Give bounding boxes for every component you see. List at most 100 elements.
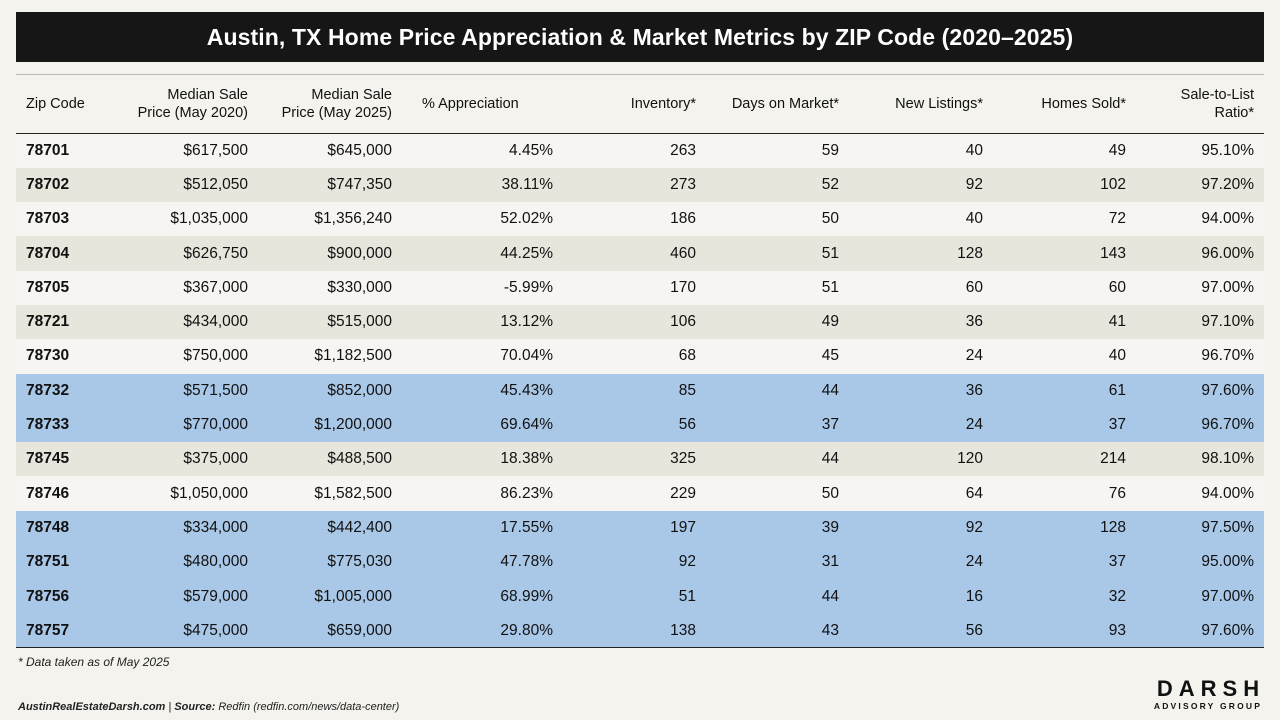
logo-sub-text: ADVISORY GROUP [1153,701,1263,711]
cell-zip: 78704 [26,244,70,262]
cell-price-2025: $330,000 [327,278,392,296]
cell-inventory: 229 [670,484,696,502]
cell-sale-to-list: 94.00% [1201,484,1254,502]
col-header-inventory: Inventory* [630,96,696,112]
table-row: 78704 $626,750 $900,000 44.25% 460 51 128 143 96… [16,236,1264,271]
cell-price-2020: $617,500 [183,141,248,159]
cell-zip: 78730 [26,347,70,365]
cell-days-on-market: 52 [821,175,839,193]
cell-new-listings: 60 [965,278,983,296]
cell-new-listings: 128 [957,244,983,262]
cell-days-on-market: 49 [821,313,839,331]
cell-sale-to-list: 97.60% [1201,381,1254,399]
cell-homes-sold: 72 [1108,210,1126,228]
cell-new-listings: 36 [965,381,983,399]
cell-new-listings: 40 [965,210,983,228]
col-header-price-2025: Median Sale Price (May 2025) [281,87,392,121]
cell-zip: 78701 [26,141,70,159]
cell-days-on-market: 43 [821,621,839,639]
col-header-sale-to-list: Sale-to-List Ratio* [1180,87,1254,121]
cell-zip: 78703 [26,210,70,228]
cell-zip: 78705 [26,278,70,296]
cell-new-listings: 64 [965,484,983,502]
table-row: 78748 $334,000 $442,400 17.55% 197 39 92 128 97.… [16,510,1264,546]
cell-inventory: 138 [670,621,696,639]
cell-appreciation: 47.78% [500,553,553,571]
cell-zip: 78702 [26,175,70,193]
table-row: 78733 $770,000 $1,200,000 69.64% 56 37 24 37 96.… [16,407,1264,443]
cell-days-on-market: 44 [821,381,839,399]
cell-new-listings: 40 [965,141,983,159]
cell-price-2020: $626,750 [183,244,248,262]
cell-sale-to-list: 96.70% [1201,347,1254,365]
table-row: 78745 $375,000 $488,500 18.38% 325 44 120 214 98… [16,442,1264,477]
cell-appreciation: 68.99% [500,587,553,605]
cell-price-2020: $512,050 [183,175,248,193]
cell-zip: 78745 [26,450,70,468]
cell-price-2025: $488,500 [327,450,392,468]
cell-homes-sold: 40 [1108,347,1126,365]
cell-new-listings: 24 [965,553,983,571]
cell-price-2020: $375,000 [183,450,248,468]
cell-price-2025: $515,000 [327,313,392,331]
cell-sale-to-list: 96.00% [1201,244,1254,262]
cell-appreciation: 13.12% [500,313,553,331]
table-row: 78751 $480,000 $775,030 47.78% 92 31 24 37 95.00… [16,545,1264,580]
cell-appreciation: 52.02% [500,210,553,228]
cell-sale-to-list: 97.60% [1201,621,1254,639]
cell-zip: 78721 [26,313,70,331]
cell-price-2025: $1,582,500 [314,484,392,502]
cell-homes-sold: 128 [1100,518,1126,536]
table-row: 78746 $1,050,000 $1,582,500 86.23% 229 50 64 76… [16,476,1264,511]
darsh-logo: DARSH ADVISORY GROUP [1148,678,1268,712]
cell-new-listings: 36 [965,313,983,331]
cell-zip: 78733 [26,416,70,434]
cell-appreciation: 29.80% [500,621,553,639]
cell-sale-to-list: 97.00% [1201,278,1254,296]
cell-inventory: 106 [670,313,696,331]
cell-appreciation: 44.25% [500,244,553,262]
cell-homes-sold: 214 [1100,450,1126,468]
cell-price-2020: $434,000 [183,313,248,331]
cell-price-2025: $747,350 [327,175,392,193]
cell-price-2020: $1,050,000 [170,484,248,502]
cell-days-on-market: 59 [821,141,839,159]
cell-price-2025: $775,030 [327,553,392,571]
cell-days-on-market: 31 [821,553,839,571]
cell-homes-sold: 37 [1108,416,1126,434]
table-row: 78705 $367,000 $330,000 -5.99% 170 51 60 60 97.0… [16,270,1264,305]
cell-homes-sold: 143 [1100,244,1126,262]
cell-inventory: 92 [678,553,696,571]
cell-new-listings: 24 [965,347,983,365]
cell-price-2025: $1,200,000 [314,416,392,434]
cell-price-2025: $659,000 [327,621,392,639]
cell-new-listings: 92 [965,175,983,193]
cell-sale-to-list: 96.70% [1201,416,1254,434]
cell-sale-to-list: 94.00% [1201,210,1254,228]
cell-appreciation: -5.99% [503,278,553,296]
cell-appreciation: 18.38% [500,450,553,468]
cell-days-on-market: 37 [821,416,839,434]
cell-sale-to-list: 95.00% [1201,553,1254,571]
table-row: 78730 $750,000 $1,182,500 70.04% 68 45 24 40 96.… [16,339,1264,374]
cell-homes-sold: 32 [1108,587,1126,605]
table-row: 78721 $434,000 $515,000 13.12% 106 49 36 41 97.1… [16,304,1264,340]
table-row: 78756 $579,000 $1,005,000 68.99% 51 44 16 32 97.… [16,579,1264,614]
cell-price-2025: $442,400 [327,518,392,536]
table-row: 78703 $1,035,000 $1,356,240 52.02% 186 50 40 72… [16,202,1264,237]
source-text: Redfin (redfin.com/news/data-center) [215,701,400,713]
header-row: Zip Code Median Sale Price (May 2020) Med… [16,74,1264,134]
cell-homes-sold: 37 [1108,553,1126,571]
footnote: * Data taken as of May 2025 [18,655,170,669]
cell-days-on-market: 50 [821,484,839,502]
cell-price-2020: $334,000 [183,518,248,536]
cell-new-listings: 24 [965,416,983,434]
cell-price-2020: $480,000 [183,553,248,571]
cell-sale-to-list: 97.20% [1201,175,1254,193]
cell-homes-sold: 60 [1108,278,1126,296]
cell-appreciation: 69.64% [500,416,553,434]
cell-sale-to-list: 97.00% [1201,587,1254,605]
cell-appreciation: 70.04% [500,347,553,365]
cell-price-2020: $571,500 [183,381,248,399]
cell-zip: 78746 [26,484,70,502]
